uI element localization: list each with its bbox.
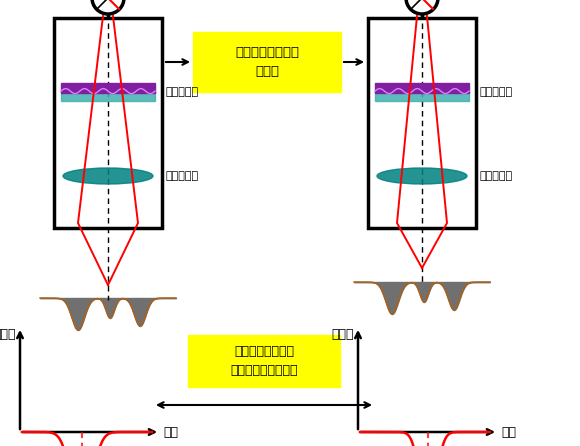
- Text: 回折レンズ: 回折レンズ: [479, 87, 512, 97]
- Bar: [61, 83, 155, 93]
- Circle shape: [406, 0, 438, 14]
- Text: 波長: 波長: [501, 425, 516, 438]
- Bar: [368, 18, 476, 228]
- Text: 集光する位置が変
化する: 集光する位置が変 化する: [235, 46, 299, 78]
- Bar: [375, 83, 469, 93]
- Text: 波長: 波長: [163, 425, 178, 438]
- Bar: [54, 18, 162, 228]
- Bar: [61, 91, 155, 101]
- Bar: [375, 91, 469, 101]
- Text: 回折レンズ: 回折レンズ: [165, 87, 198, 97]
- Text: 対物レンズ: 対物レンズ: [165, 171, 198, 181]
- Ellipse shape: [63, 168, 153, 184]
- Text: 受光量: 受光量: [332, 327, 354, 340]
- Bar: [188, 335, 340, 387]
- Text: 受光量: 受光量: [0, 327, 16, 340]
- Ellipse shape: [377, 168, 467, 184]
- Circle shape: [92, 0, 124, 14]
- Bar: [193, 32, 341, 92]
- Text: 対物レンズ: 対物レンズ: [479, 171, 512, 181]
- Text: 測定対象物の凹凸
により計測値が変動: 測定対象物の凹凸 により計測値が変動: [230, 345, 298, 377]
